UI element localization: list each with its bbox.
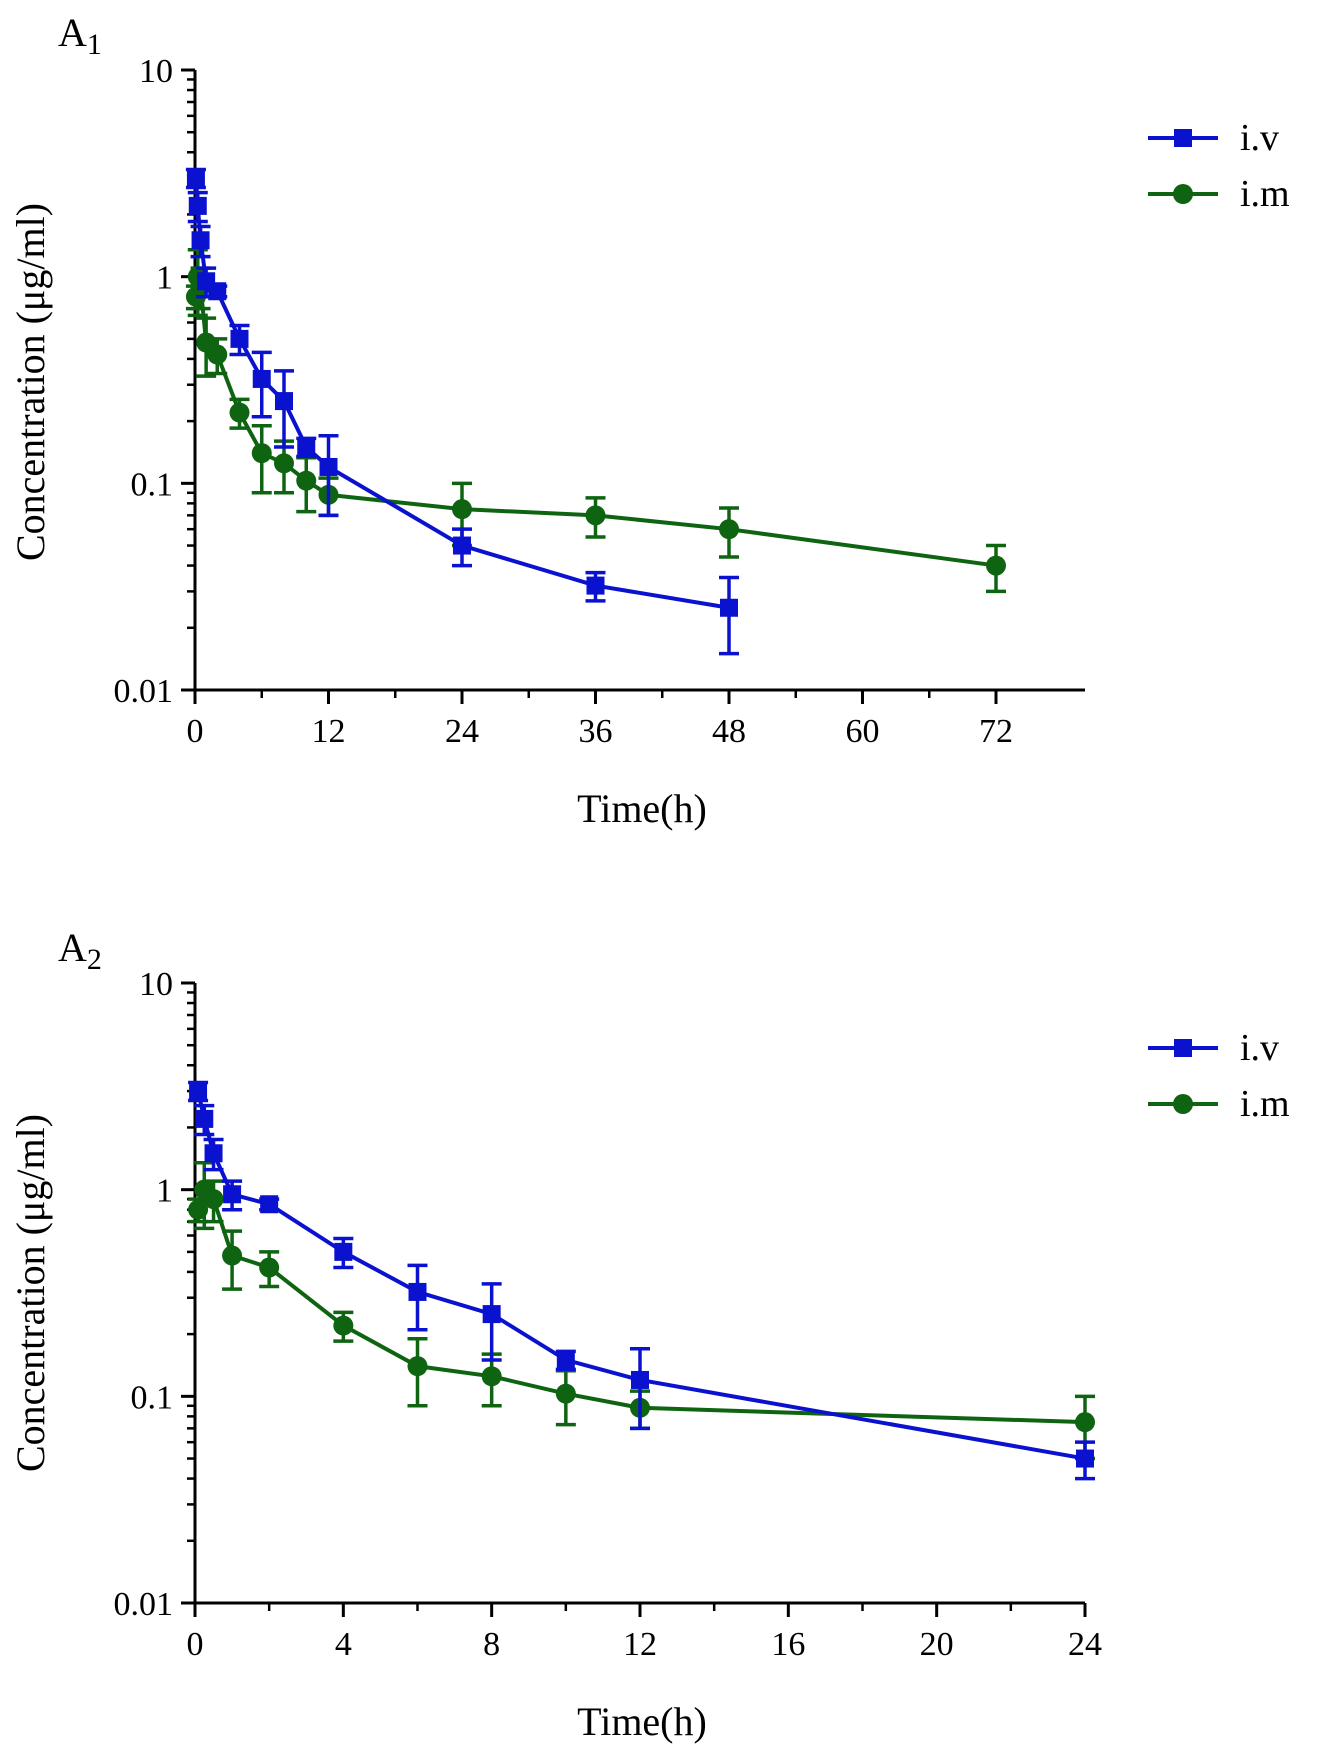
legend: i.v i.m: [1148, 1027, 1290, 1125]
x-tick-label: 24: [445, 713, 479, 750]
legend-marker: [1173, 184, 1193, 204]
data-point: [203, 1189, 224, 1210]
data-point: [453, 536, 471, 555]
x-tick-label: 12: [623, 1626, 657, 1663]
x-tick-label: 48: [712, 713, 746, 750]
data-point: [585, 505, 606, 526]
data-point: [251, 443, 272, 464]
data-point: [189, 1082, 208, 1101]
x-tick-label: 36: [579, 713, 613, 750]
legend-marker: [1174, 129, 1192, 147]
data-point: [186, 169, 205, 188]
data-point: [252, 369, 271, 388]
data-point: [230, 329, 249, 348]
data-point: [297, 437, 316, 456]
data-point: [195, 1109, 214, 1128]
y-tick-label: 0.1: [131, 1379, 174, 1416]
y-tick-label: 10: [139, 966, 173, 1003]
legend-label: i.m: [1240, 1083, 1290, 1125]
data-point: [188, 1199, 209, 1220]
data-point: [208, 282, 227, 301]
x-axis-label: Time(h): [577, 786, 707, 831]
data-point: [631, 1370, 649, 1389]
y-tick-label: 1: [156, 1173, 173, 1210]
y-tick-label: 1: [156, 260, 173, 297]
data-point: [334, 1242, 353, 1261]
data-point: [986, 555, 1006, 576]
y-axis-label: Concentration (μg/ml): [8, 1114, 53, 1472]
data-point: [191, 231, 210, 250]
data-point: [319, 457, 338, 476]
panel-a2: A2 Concentration (μg/ml) Time(h) 0.01 0.1…: [8, 925, 1290, 1744]
x-tick-label: 20: [920, 1626, 954, 1663]
legend-label: i.v: [1240, 1027, 1279, 1069]
legend-label: i.v: [1240, 117, 1279, 159]
panel-label-subscript: 2: [87, 943, 102, 976]
data-point: [229, 402, 250, 423]
y-tick-label: 0.01: [114, 673, 174, 710]
legend-marker: [1173, 1094, 1193, 1114]
data-point: [223, 1185, 242, 1204]
panel-label: A1: [58, 10, 102, 61]
x-tick-label: 4: [335, 1626, 352, 1663]
x-axis-label: Time(h): [577, 1699, 707, 1744]
x-tick-label: 72: [979, 713, 1013, 750]
panel-a1: A1 Concentration (μg/ml) Time(h) 0.010.1…: [8, 10, 1290, 831]
data-point: [333, 1315, 354, 1336]
y-tick-label: 0.1: [131, 466, 174, 503]
data-point: [407, 1356, 428, 1377]
data-point: [586, 576, 605, 595]
x-tick-label: 8: [483, 1626, 500, 1663]
data-point: [556, 1350, 575, 1369]
x-tick-label: 0: [187, 713, 204, 750]
data-point: [259, 1257, 280, 1278]
data-point: [481, 1366, 502, 1387]
data-point: [1075, 1412, 1095, 1433]
data-point: [482, 1305, 501, 1324]
plot-area: 0.01 0.1 1 10 0 12 24 36 48 60 72: [114, 53, 1085, 750]
data-point: [719, 519, 739, 540]
data-point: [275, 392, 293, 411]
y-tick-label: 10: [139, 53, 173, 90]
data-point: [222, 1245, 243, 1266]
data-point: [260, 1195, 279, 1214]
data-point: [452, 499, 472, 520]
series-iv: [185, 167, 739, 656]
y-tick-label: 0.01: [114, 1586, 174, 1623]
legend: i.v i.m: [1148, 117, 1290, 215]
data-point: [1076, 1449, 1094, 1468]
panel-label: A2: [58, 925, 102, 976]
data-point: [188, 196, 207, 215]
legend-label: i.m: [1240, 173, 1290, 215]
x-tick-label: 0: [187, 1626, 204, 1663]
data-point: [720, 598, 738, 617]
data-point: [555, 1383, 576, 1404]
legend-marker: [1174, 1039, 1192, 1057]
data-point: [274, 453, 294, 474]
x-tick-label: 60: [846, 713, 880, 750]
plot-area: 0.01 0.1 1 10 0 4 8 12 16 20 24: [114, 966, 1103, 1663]
data-point: [296, 470, 317, 491]
panel-label-subscript: 1: [87, 28, 102, 61]
x-tick-label: 12: [312, 713, 346, 750]
panel-label-letter: A: [58, 925, 87, 970]
x-tick-label: 24: [1068, 1626, 1102, 1663]
data-point: [207, 344, 228, 365]
data-point: [204, 1144, 223, 1163]
x-tick-label: 16: [771, 1626, 805, 1663]
panel-label-letter: A: [58, 10, 87, 55]
data-point: [408, 1282, 427, 1301]
y-axis-label: Concentration (μg/ml): [8, 203, 53, 561]
series-im: [185, 247, 1006, 594]
series-iv: [188, 1080, 1095, 1481]
